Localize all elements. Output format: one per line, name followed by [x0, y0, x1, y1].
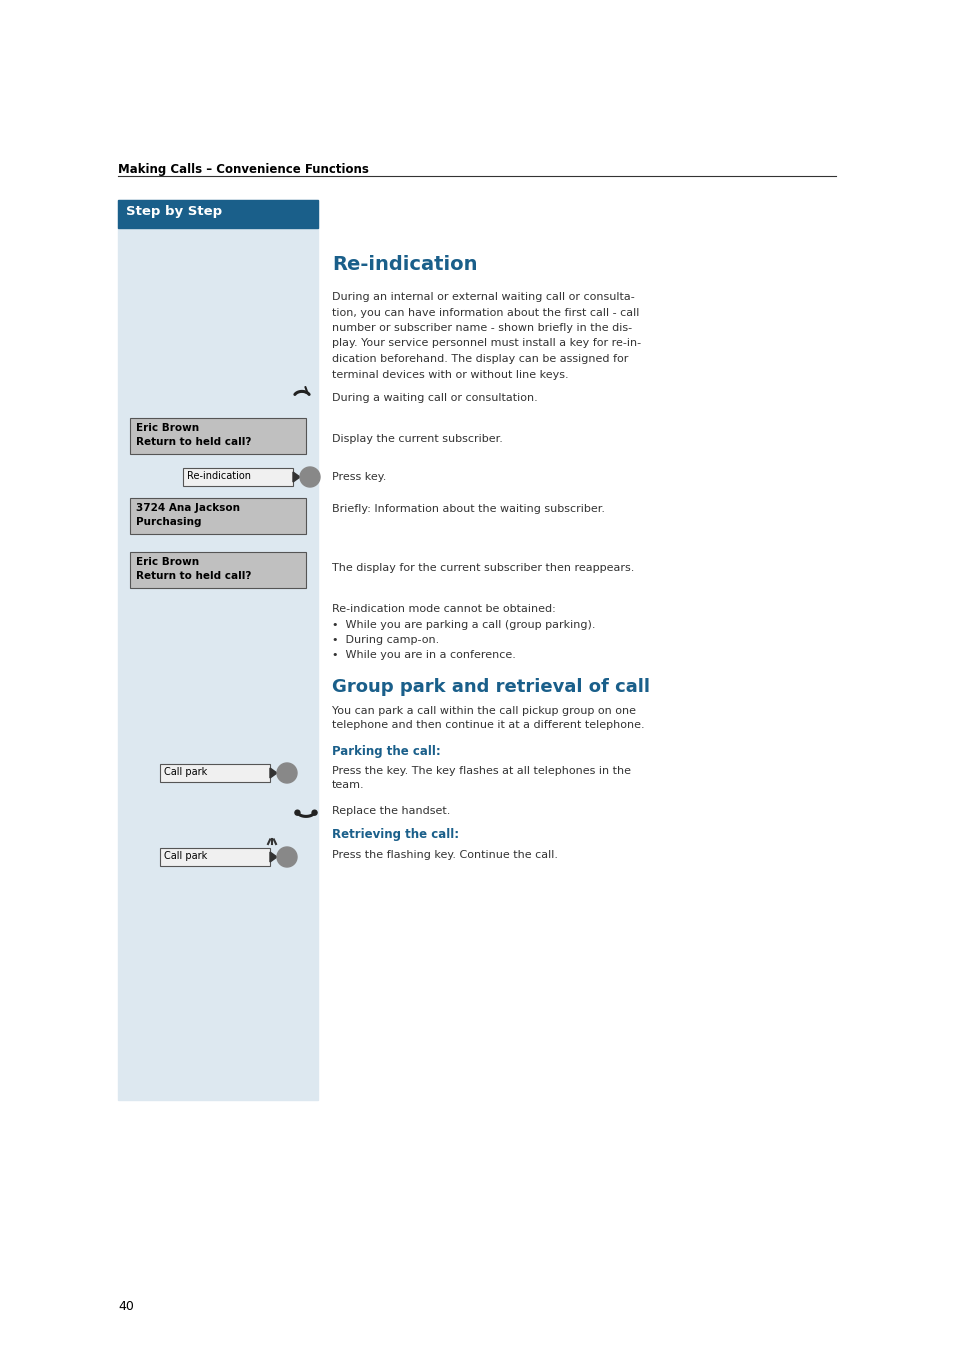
Polygon shape: [270, 852, 276, 862]
FancyBboxPatch shape: [183, 467, 293, 486]
Text: •  While you are in a conference.: • While you are in a conference.: [332, 650, 516, 661]
Bar: [118, 200, 317, 228]
Text: team.: team.: [332, 780, 364, 790]
Text: The display for the current subscriber then reappears.: The display for the current subscriber t…: [332, 563, 634, 573]
Text: 40: 40: [118, 1300, 133, 1313]
Bar: [118, 200, 317, 1100]
Text: Group park and retrieval of call: Group park and retrieval of call: [332, 678, 649, 696]
Text: number or subscriber name - shown briefly in the dis-: number or subscriber name - shown briefl…: [332, 323, 632, 332]
Text: 3724 Ana Jackson: 3724 Ana Jackson: [136, 503, 240, 513]
Circle shape: [276, 763, 296, 784]
Text: During an internal or external waiting call or consulta-: During an internal or external waiting c…: [332, 292, 634, 303]
Text: play. Your service personnel must install a key for re-in-: play. Your service personnel must instal…: [332, 339, 640, 349]
FancyBboxPatch shape: [130, 553, 306, 588]
Text: •  During camp-on.: • During camp-on.: [332, 635, 438, 644]
Text: dication beforehand. The display can be assigned for: dication beforehand. The display can be …: [332, 354, 628, 363]
Text: terminal devices with or without line keys.: terminal devices with or without line ke…: [332, 370, 568, 380]
Text: You can park a call within the call pickup group on one: You can park a call within the call pick…: [332, 707, 636, 716]
Circle shape: [299, 467, 319, 486]
Text: Eric Brown: Eric Brown: [136, 423, 199, 434]
Text: During a waiting call or consultation.: During a waiting call or consultation.: [332, 393, 537, 403]
Text: Return to held call?: Return to held call?: [136, 571, 251, 581]
Text: Press the key. The key flashes at all telephones in the: Press the key. The key flashes at all te…: [332, 766, 630, 775]
Text: Purchasing: Purchasing: [136, 517, 201, 527]
Text: tion, you can have information about the first call - call: tion, you can have information about the…: [332, 308, 639, 317]
Text: Re-indication mode cannot be obtained:: Re-indication mode cannot be obtained:: [332, 604, 556, 613]
Circle shape: [312, 811, 316, 815]
FancyBboxPatch shape: [130, 417, 306, 454]
FancyBboxPatch shape: [130, 499, 306, 534]
Circle shape: [276, 847, 296, 867]
Text: Re-indication: Re-indication: [187, 471, 251, 481]
Text: Retrieving the call:: Retrieving the call:: [332, 828, 458, 842]
FancyBboxPatch shape: [160, 848, 270, 866]
Text: Return to held call?: Return to held call?: [136, 436, 251, 447]
Text: telephone and then continue it at a different telephone.: telephone and then continue it at a diff…: [332, 720, 644, 730]
Text: Press key.: Press key.: [332, 471, 386, 482]
Text: Parking the call:: Parking the call:: [332, 744, 440, 758]
Text: Briefly: Information about the waiting subscriber.: Briefly: Information about the waiting s…: [332, 504, 604, 513]
Text: Press the flashing key. Continue the call.: Press the flashing key. Continue the cal…: [332, 850, 558, 861]
Text: Replace the handset.: Replace the handset.: [332, 807, 450, 816]
Text: Call park: Call park: [164, 767, 207, 777]
Polygon shape: [270, 767, 276, 778]
Polygon shape: [293, 471, 299, 482]
Text: •  While you are parking a call (group parking).: • While you are parking a call (group pa…: [332, 620, 595, 630]
Text: Call park: Call park: [164, 851, 207, 861]
Circle shape: [294, 811, 299, 815]
Text: Re-indication: Re-indication: [332, 255, 477, 274]
FancyBboxPatch shape: [160, 765, 270, 782]
Text: Display the current subscriber.: Display the current subscriber.: [332, 434, 502, 444]
Text: Step by Step: Step by Step: [126, 205, 222, 218]
Text: Making Calls – Convenience Functions: Making Calls – Convenience Functions: [118, 163, 369, 176]
Text: Eric Brown: Eric Brown: [136, 557, 199, 567]
